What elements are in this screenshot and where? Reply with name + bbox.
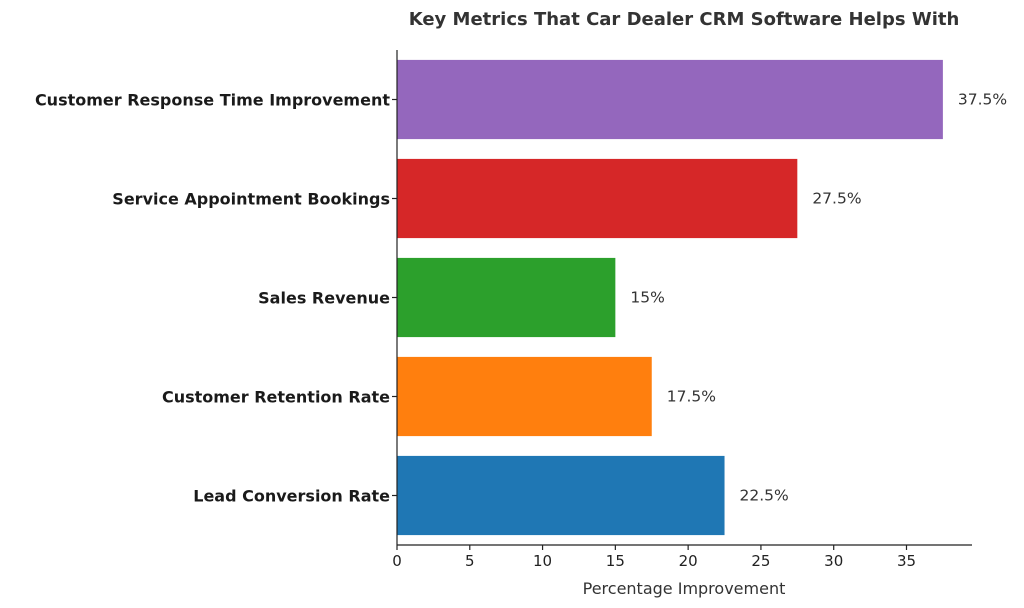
x-tick-label: 20 — [679, 552, 698, 570]
category-label: Customer Retention Rate — [162, 388, 390, 407]
x-tick-label: 0 — [392, 552, 402, 570]
x-tick-label: 35 — [897, 552, 916, 570]
bar — [397, 257, 616, 338]
bar — [397, 455, 725, 536]
x-tick-label: 30 — [824, 552, 843, 570]
x-tick-label: 5 — [465, 552, 475, 570]
bar-value-label: 22.5% — [740, 487, 789, 505]
bar-value-label: 15% — [630, 289, 664, 307]
bars-group: 22.5% 17.5% 15% 27.5% 37.5% — [397, 59, 1007, 536]
x-axis-label: Percentage Improvement — [583, 579, 786, 598]
chart-title: Key Metrics That Car Dealer CRM Software… — [409, 9, 960, 30]
x-tick-label: 15 — [606, 552, 625, 570]
category-label: Lead Conversion Rate — [193, 487, 390, 506]
category-label: Sales Revenue — [258, 289, 390, 308]
bar — [397, 356, 652, 437]
bar-value-label: 17.5% — [667, 388, 716, 406]
category-label: Customer Response Time Improvement — [35, 91, 390, 110]
bar-value-label: 37.5% — [958, 91, 1007, 109]
category-label: Service Appointment Bookings — [112, 190, 390, 209]
x-tick-label: 10 — [533, 552, 552, 570]
x-ticks-group: 0 5 10 15 20 25 30 35 — [392, 545, 916, 570]
bar-value-label: 27.5% — [812, 190, 861, 208]
category-labels-group: Lead Conversion Rate Customer Retention R… — [35, 91, 397, 506]
bar — [397, 59, 943, 140]
bar — [397, 158, 798, 239]
x-tick-label: 25 — [751, 552, 770, 570]
